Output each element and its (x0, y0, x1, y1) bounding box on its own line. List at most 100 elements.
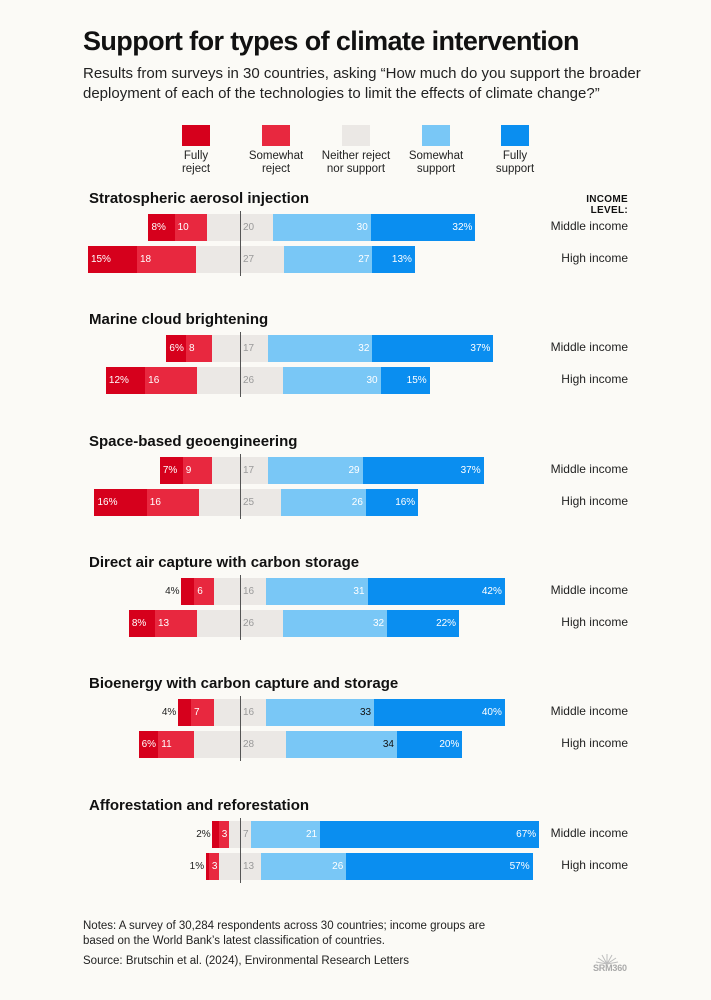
bar-segment-fully-support: 13% (372, 246, 415, 273)
center-axis-line (240, 817, 241, 883)
bar-segment-somewhat-support: 32 (282, 609, 388, 637)
bar-segment-somewhat-support: 29 (267, 456, 363, 484)
bar-segment-fully-reject: 7% (159, 456, 183, 484)
bar-value-label: 16 (242, 707, 255, 719)
legend-swatch (182, 125, 210, 146)
group-title: Afforestation and reforestation (89, 796, 310, 814)
bar-segment-somewhat-reject: 13 (154, 609, 198, 637)
bar-value-label: 32% (452, 222, 473, 233)
bar-segment-fully-reject: 16% (94, 488, 147, 516)
bar-value-label: 18 (139, 254, 152, 265)
income-level-label: Middle income (550, 340, 628, 355)
legend-label: Somewhat reject (248, 150, 304, 175)
bar-value-label: 15% (90, 254, 111, 265)
bar-value-label: 28 (242, 739, 255, 751)
bar-segment-neither: 26 (197, 367, 283, 395)
bar-value-label: 67% (516, 828, 537, 840)
bar-segment-fully-reject: 15% (87, 246, 137, 273)
bar-value-label: 9 (185, 464, 192, 476)
bar-segment-fully-support: 20% (396, 731, 463, 759)
bar-segment-fully-reject: 8% (128, 609, 155, 637)
bar-value-label: 6% (169, 343, 184, 355)
bar-segment-somewhat-reject: 3 (218, 820, 229, 848)
bar-segment-fully-reject: 8% (148, 214, 175, 241)
bar-segment-somewhat-reject: 8 (186, 335, 213, 363)
source: Source: Brutschin et al. (2024), Environ… (83, 955, 409, 967)
bar-value-label: 57% (509, 860, 530, 872)
bar-value-label: 40% (481, 707, 502, 719)
income-level-label: Middle income (550, 219, 628, 233)
group-title: Marine cloud brightening (89, 311, 269, 329)
bar-segment-fully-support: 67% (320, 820, 540, 848)
bar-segment-somewhat-support: 32 (267, 335, 373, 363)
bar-value-label: 11 (161, 739, 172, 751)
bar-segment-fully-support: 32% (370, 214, 476, 241)
income-level-label: Middle income (550, 825, 628, 840)
bar-segment-fully-reject: 6% (166, 335, 187, 363)
income-level-label: High income (561, 736, 628, 751)
bar-segment-somewhat-support: 30 (282, 367, 381, 395)
bar-segment-somewhat-support: 31 (266, 577, 368, 605)
legend-label: Neither reject nor support (321, 150, 391, 175)
bar-segment-neither: 16 (213, 577, 267, 605)
bar-value-label: 33 (359, 707, 372, 719)
income-level-label: Middle income (550, 461, 628, 476)
bar-value-label: 3 (211, 860, 218, 872)
group-title: Bioenergy with carbon capture and storag… (89, 675, 399, 693)
bar-segment-neither: 26 (197, 609, 283, 637)
bar-value-label: 7% (162, 464, 178, 476)
bar-value-label: 29 (348, 464, 360, 476)
bar-value-label: 16 (149, 496, 161, 508)
legend-item-somewhat-support: Somewhat support (381, 125, 491, 176)
bar-value-label: 10 (177, 222, 189, 233)
chart-subtitle: Results from surveys in 30 countries, as… (83, 65, 641, 102)
bar-value-label: 13 (157, 617, 170, 629)
bar-value-label: 25 (243, 496, 255, 508)
logo-text: SRM360 (593, 963, 627, 973)
center-axis-line (240, 453, 241, 519)
bar-value-label: 7 (242, 828, 249, 840)
legend-item-somewhat-reject: Somewhat reject (221, 125, 331, 176)
chart-title: Support for types of climate interventio… (83, 26, 580, 56)
bar-value-label: 30 (356, 222, 368, 233)
bar-value-label: 26 (351, 496, 363, 508)
income-level-label: High income (561, 251, 628, 265)
bar-value-label: 13% (391, 254, 412, 265)
legend-swatch (501, 125, 529, 146)
bar-segment-somewhat-reject: 16 (145, 367, 198, 395)
bar-segment-fully-reject: 6% (138, 731, 159, 759)
bar-segment-somewhat-support: 26 (261, 852, 347, 880)
bar-segment-somewhat-reject: 3 (208, 852, 219, 880)
bar-value-label: 8 (189, 343, 195, 355)
bar-value-label: 22% (436, 617, 457, 629)
bar-value-label: 27 (242, 254, 255, 265)
legend-swatch (422, 125, 450, 146)
bar-segment-neither: 7 (228, 820, 252, 848)
bar-segment-fully-reject (177, 699, 191, 727)
income-level-label: Middle income (550, 582, 628, 597)
bar-segment-fully-support: 42% (367, 577, 505, 605)
bar-segment-somewhat-reject: 18 (136, 246, 196, 273)
bar-segment-fully-reject (205, 852, 209, 880)
bar-segment-somewhat-reject: 10 (174, 214, 208, 241)
legend-item-neither: Neither reject nor support (301, 125, 411, 176)
center-axis-line (240, 696, 241, 762)
notes: Notes: A survey of 30,284 respondents ac… (83, 920, 486, 947)
bar-value-label: 20% (439, 739, 460, 751)
center-axis-line (240, 211, 241, 276)
bar-value-label: 6% (141, 739, 157, 751)
bar-value-label: 16 (148, 375, 160, 387)
legend-swatch (262, 125, 290, 146)
bar-value-label: 27 (358, 254, 370, 265)
bar-value-label: 37% (470, 343, 491, 355)
bar-segment-fully-support: 37% (372, 335, 494, 363)
legend-item-fully-reject: Fully reject (141, 125, 251, 176)
bar-segment-fully-reject: 12% (105, 367, 146, 395)
bar-value-label: 26 (242, 617, 255, 629)
bar-segment-neither: 27 (195, 246, 285, 273)
bar-segment-somewhat-reject: 7 (190, 699, 214, 727)
bar-value-label: 32 (373, 617, 385, 629)
bar-value-label: 16 (242, 585, 255, 597)
bar-segment-somewhat-support: 27 (284, 246, 373, 273)
bar-segment-neither: 13 (218, 852, 262, 880)
